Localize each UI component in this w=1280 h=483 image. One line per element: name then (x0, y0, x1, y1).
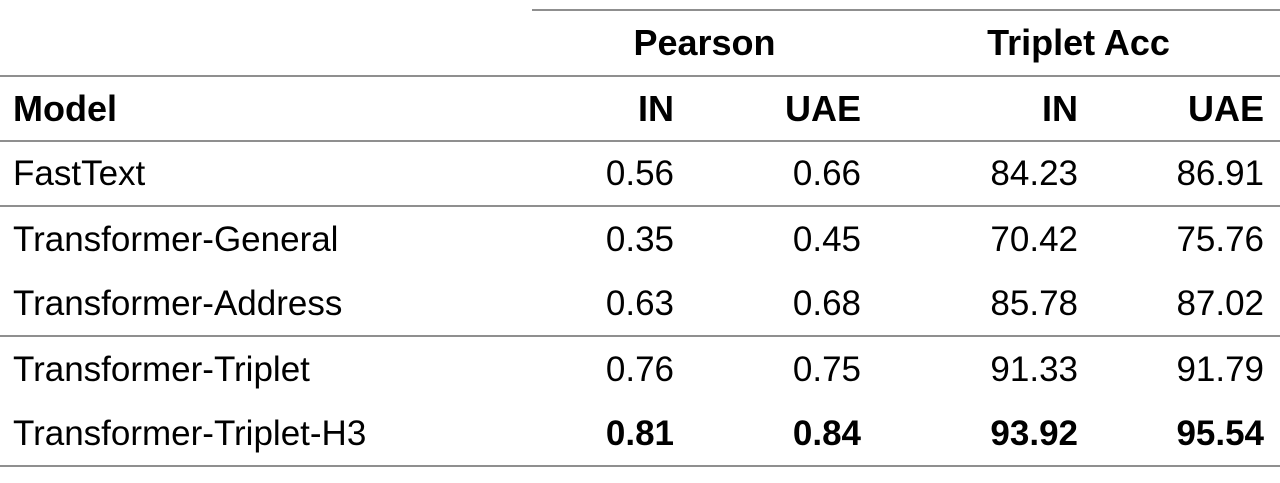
table-row-transformer-general: Transformer-General 0.35 0.45 70.42 75.7… (0, 206, 1280, 271)
empty-corner-cell (0, 10, 532, 76)
triplet-in-value: 93.92 (990, 413, 1079, 453)
triplet-uae-value: 95.54 (1176, 413, 1265, 453)
pearson-in-value: 0.76 (605, 349, 674, 389)
pearson-uae-value: 0.68 (792, 283, 862, 323)
pearson-uae-column-header: UAE (785, 87, 862, 129)
triplet-uae-value: 87.02 (1176, 283, 1265, 323)
pearson-uae-value: 0.45 (792, 219, 862, 259)
triplet-uae-value: 86.91 (1176, 154, 1265, 193)
triplet-in-column-header: IN (1042, 87, 1079, 129)
model-name: FastText (13, 154, 146, 193)
model-column-header: Model (13, 87, 117, 129)
results-table: Pearson Triplet Acc Model IN UAE IN UAE … (0, 9, 1280, 467)
column-header-row: Model IN UAE IN UAE (0, 76, 1280, 141)
pearson-in-value: 0.56 (605, 154, 674, 193)
triplet-uae-value: 91.79 (1176, 349, 1265, 389)
pearson-in-value: 0.81 (605, 413, 674, 453)
triplet-in-value: 85.78 (990, 283, 1079, 323)
pearson-in-value: 0.63 (605, 283, 674, 323)
triplet-uae-value: 75.76 (1176, 219, 1265, 259)
triplet-in-value: 70.42 (990, 219, 1079, 259)
table-row-transformer-triplet: Transformer-Triplet 0.76 0.75 91.33 91.7… (0, 336, 1280, 401)
pearson-in-column-header: IN (638, 87, 674, 129)
pearson-in-value: 0.35 (605, 219, 674, 259)
table-row-transformer-triplet-h3: Transformer-Triplet-H3 0.81 0.84 93.92 9… (0, 401, 1280, 466)
triplet-in-value: 84.23 (990, 154, 1079, 193)
pearson-uae-value: 0.66 (792, 154, 862, 193)
metric-group-header-row: Pearson Triplet Acc (0, 9, 1280, 76)
triplet-acc-group-header: Triplet Acc (877, 9, 1280, 76)
model-name: Transformer-Triplet-H3 (13, 413, 367, 453)
model-name: Transformer-Address (13, 283, 343, 323)
model-name: Transformer-Triplet (13, 349, 310, 389)
model-name: Transformer-General (13, 219, 339, 259)
pearson-uae-value: 0.84 (792, 413, 862, 453)
results-table-container: Pearson Triplet Acc Model IN UAE IN UAE … (0, 9, 1280, 467)
triplet-in-value: 91.33 (990, 349, 1079, 389)
table-row-fasttext: FastText 0.56 0.66 84.23 86.91 (0, 141, 1280, 206)
pearson-uae-value: 0.75 (792, 349, 862, 389)
triplet-uae-column-header: UAE (1188, 87, 1265, 129)
pearson-group-header: Pearson (532, 9, 878, 76)
table-row-transformer-address: Transformer-Address 0.63 0.68 85.78 87.0… (0, 271, 1280, 336)
